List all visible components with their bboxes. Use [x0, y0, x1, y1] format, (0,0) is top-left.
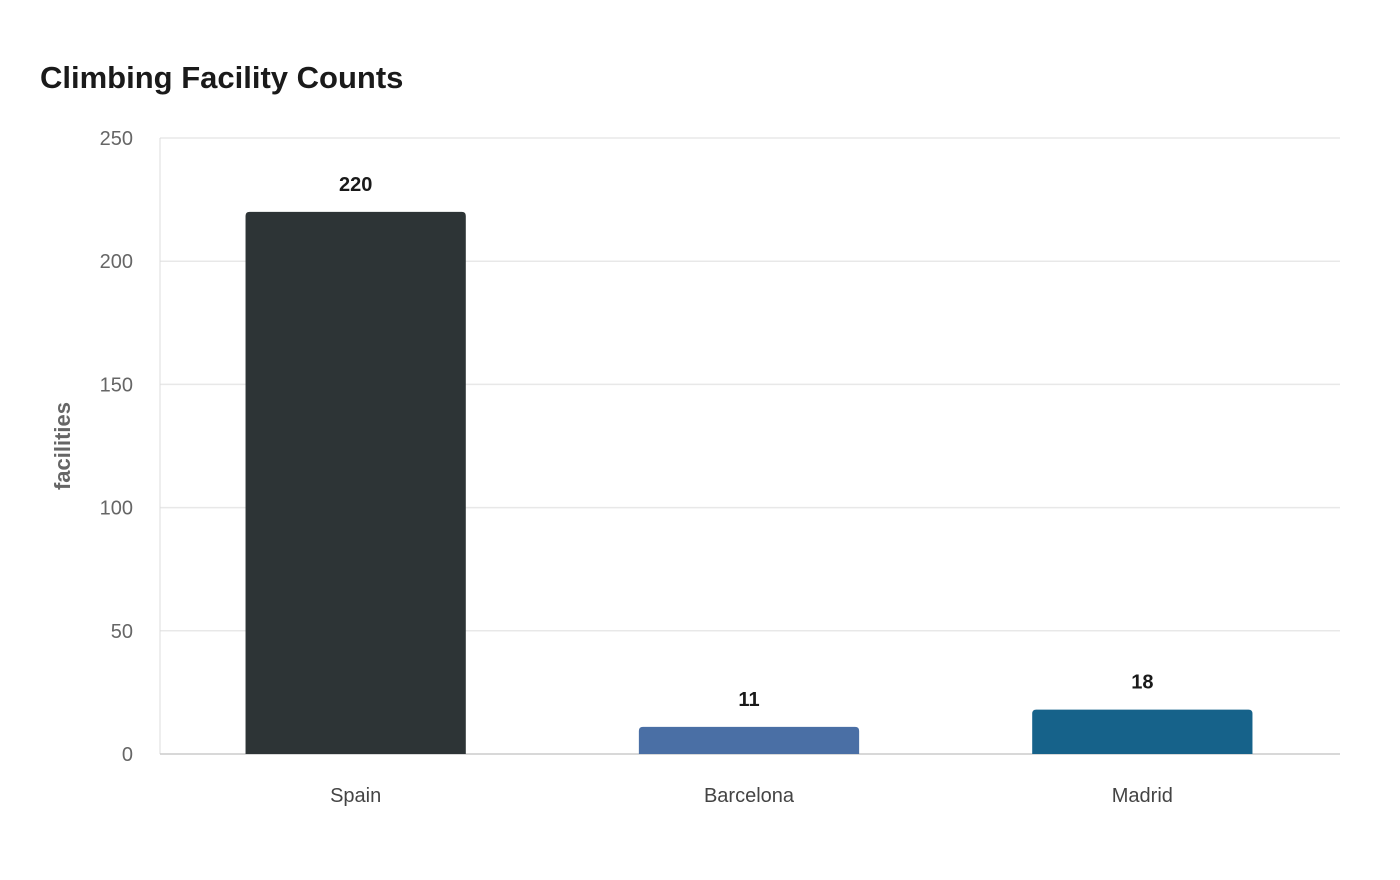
- x-tick-label: Spain: [330, 785, 381, 807]
- bar-madrid: [1032, 709, 1253, 754]
- y-tick-label: 100: [100, 498, 133, 520]
- bars: [245, 211, 1253, 755]
- chart-title: Climbing Facility Counts: [40, 60, 404, 95]
- y-tick-label: 200: [100, 251, 133, 273]
- data-label: 18: [1131, 672, 1153, 694]
- y-tick-labels: 0 50 100 150 200 250: [100, 128, 133, 766]
- bar-barcelona: [638, 726, 860, 754]
- data-label: 11: [738, 689, 759, 711]
- x-tick-label: Barcelona: [704, 785, 795, 807]
- bar-spain: [245, 211, 466, 755]
- data-labels: 220 11 18: [339, 174, 1153, 711]
- y-tick-label: 150: [100, 374, 133, 396]
- x-tick-label: Madrid: [1112, 785, 1173, 807]
- y-tick-label: 0: [122, 744, 133, 766]
- x-tick-labels: Spain Barcelona Madrid: [330, 785, 1173, 807]
- y-tick-label: 250: [100, 128, 133, 150]
- data-label: 220: [339, 174, 372, 196]
- y-axis-title: facilities: [50, 402, 75, 490]
- y-tick-label: 50: [111, 621, 133, 643]
